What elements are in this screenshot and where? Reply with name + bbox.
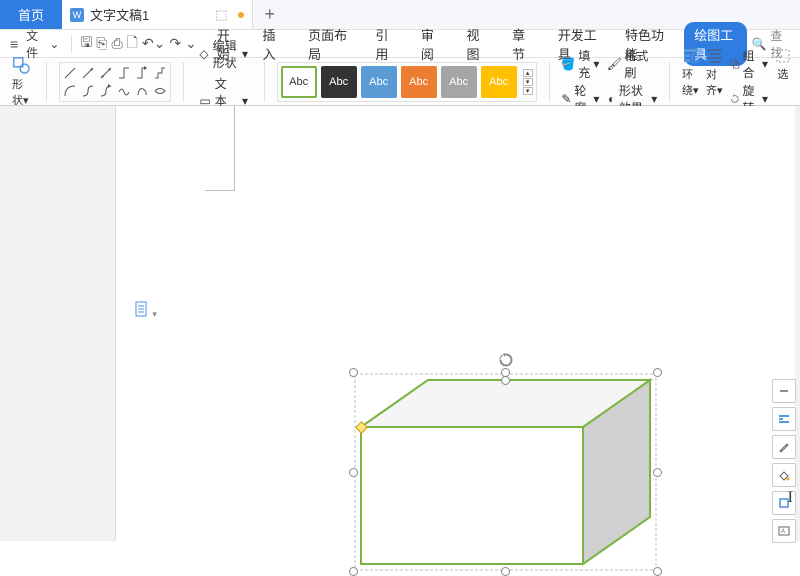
word-doc-icon: W [70, 8, 84, 22]
style-preset-3[interactable]: Abc [361, 66, 397, 98]
separator [669, 62, 670, 102]
float-fill-button[interactable] [772, 463, 796, 487]
resize-handle-e[interactable] [653, 468, 662, 477]
shape-style-gallery[interactable]: Abc Abc Abc Abc Abc Abc ▴▾▾ [277, 62, 537, 102]
rotate-handle[interactable] [498, 352, 514, 368]
style-preset-2[interactable]: Abc [321, 66, 357, 98]
float-edit-button[interactable] [772, 435, 796, 459]
tab-document[interactable]: W 文字文稿1 ⬚ [62, 0, 253, 29]
separator [71, 35, 72, 53]
group-icon [730, 57, 740, 71]
rotate-icon [730, 92, 740, 106]
cube-shape[interactable] [353, 372, 658, 572]
menu-reference[interactable]: 引用 [367, 21, 405, 67]
preview-icon[interactable]: 🗋 [127, 32, 138, 56]
resize-handle-w[interactable] [349, 468, 358, 477]
style-gallery-more[interactable]: ▴▾▾ [523, 69, 533, 95]
float-layout-button[interactable] [772, 407, 796, 431]
line-shapes-gallery[interactable] [59, 62, 171, 102]
separator [183, 62, 184, 102]
resize-handle-se[interactable] [653, 567, 662, 576]
style-preset-1[interactable]: Abc [281, 66, 317, 98]
resize-handle-ne[interactable] [653, 368, 662, 377]
fill-button[interactable]: 🪣 填充▾ [561, 47, 599, 81]
export-icon[interactable]: ⎘ [96, 35, 107, 52]
page-options-icon[interactable]: ▾ [135, 301, 157, 320]
edit-shape-button[interactable]: ◇ 编辑形状▾ [195, 36, 252, 72]
bucket-icon: 🪣 [561, 57, 575, 71]
float-collapse-button[interactable] [772, 379, 796, 403]
tab-indicators: ⬚ [215, 7, 243, 23]
menu-view[interactable]: 视图 [459, 21, 497, 67]
separator [549, 62, 550, 102]
selected-shape-cube[interactable] [353, 372, 658, 572]
resize-handle-sw[interactable] [349, 567, 358, 576]
redo-icon[interactable]: ↷ [169, 35, 181, 52]
floating-toolbar: A [772, 379, 796, 543]
menu-review[interactable]: 审阅 [413, 21, 451, 67]
style-preset-4[interactable]: Abc [401, 66, 437, 98]
edit-shape-icon: ◇ [199, 47, 208, 61]
print-icon[interactable]: ⎙ [111, 35, 122, 52]
float-text-button[interactable]: A [772, 519, 796, 543]
menu-chapter[interactable]: 章节 [504, 21, 542, 67]
effect-icon: ◐ [607, 92, 616, 106]
margin-guide [205, 106, 235, 191]
menu-insert[interactable]: 插入 [254, 21, 292, 67]
style-preset-6[interactable]: Abc [481, 66, 517, 98]
format-brush-button[interactable]: 🖌 格式刷 [607, 47, 657, 81]
resize-handle-nw[interactable] [349, 368, 358, 377]
svg-text:A: A [781, 529, 785, 535]
group-button[interactable]: 组合▾ [730, 47, 768, 81]
edge-handle-top[interactable] [501, 376, 510, 385]
doc-title: 文字文稿1 [90, 5, 149, 24]
shapes-dropdown[interactable]: 形状▾ [8, 56, 34, 108]
text-cursor-icon: I [788, 489, 793, 507]
document-canvas[interactable]: ▾ A I [0, 106, 800, 541]
separator [264, 62, 265, 102]
save-icon[interactable]: 🖫 [80, 32, 92, 56]
brush-icon: 🖌 [607, 57, 621, 71]
pen-icon: ✎ [561, 92, 571, 106]
undo-icon[interactable]: ↶⌄ [142, 35, 165, 52]
resize-handle-s[interactable] [501, 567, 510, 576]
separator [46, 62, 47, 102]
style-preset-5[interactable]: Abc [441, 66, 477, 98]
menu-layout[interactable]: 页面布局 [300, 21, 359, 67]
hamburger-icon[interactable]: ≡ [10, 36, 18, 52]
